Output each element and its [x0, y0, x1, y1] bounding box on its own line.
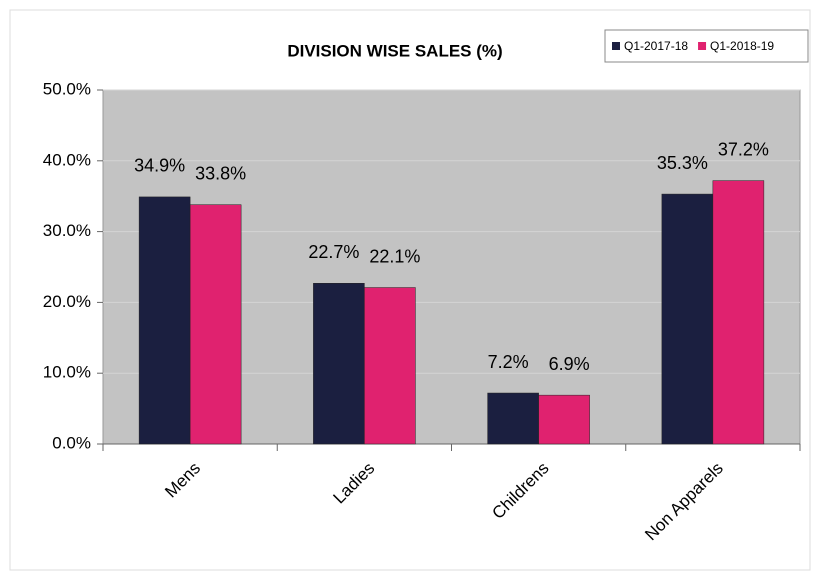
y-tick-label: 30.0%	[43, 221, 91, 240]
data-label: 35.3%	[657, 153, 708, 173]
y-tick-label: 0.0%	[52, 433, 91, 452]
y-tick-label: 20.0%	[43, 292, 91, 311]
bar	[364, 287, 416, 445]
data-label: 22.1%	[369, 246, 420, 266]
bar	[661, 193, 714, 445]
y-tick-label: 10.0%	[43, 363, 91, 382]
data-label: 37.2%	[718, 139, 769, 159]
data-label: 34.9%	[134, 156, 185, 176]
bar	[712, 180, 765, 445]
legend-label: Q1-2017-18	[624, 39, 688, 53]
y-tick-label: 50.0%	[43, 79, 91, 98]
bar	[138, 196, 191, 445]
data-label: 33.8%	[195, 163, 246, 183]
bar	[538, 394, 590, 445]
data-label: 22.7%	[308, 242, 359, 262]
data-label: 6.9%	[549, 354, 590, 374]
data-label: 7.2%	[488, 352, 529, 372]
bar	[487, 392, 539, 445]
legend-swatch	[698, 42, 707, 50]
chart-title: DIVISION WISE SALES (%)	[287, 41, 502, 60]
y-tick-label: 40.0%	[43, 150, 91, 169]
legend-box	[604, 29, 809, 63]
bar	[313, 283, 365, 445]
legend-label: Q1-2018-19	[710, 39, 774, 53]
bar	[189, 204, 242, 445]
legend-swatch	[612, 42, 620, 50]
